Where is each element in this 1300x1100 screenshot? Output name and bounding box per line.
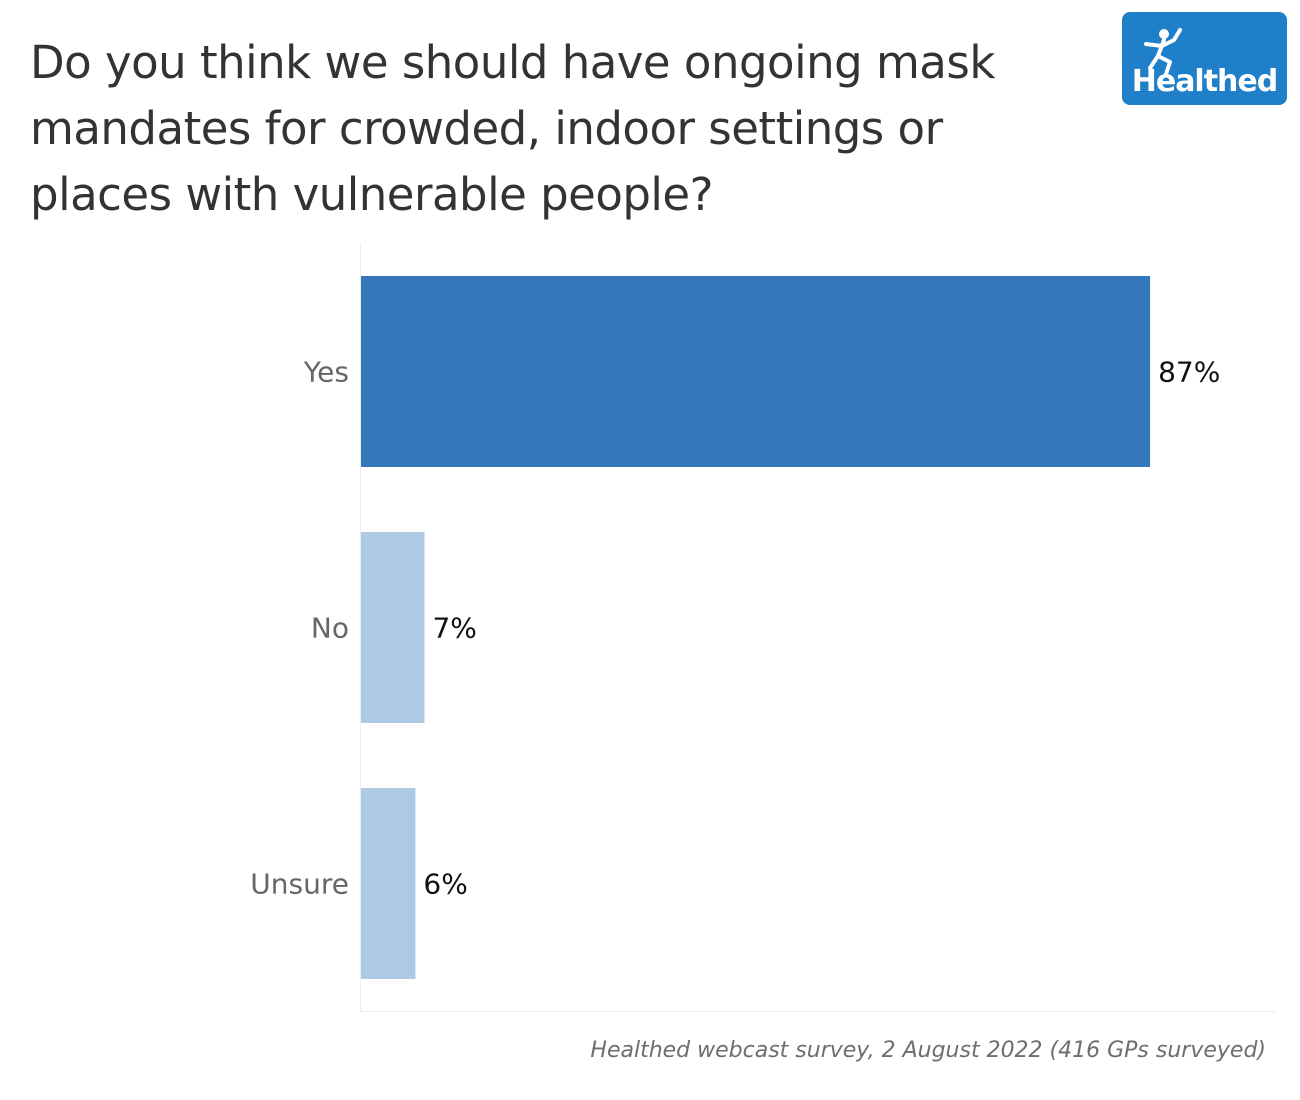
- value-label-no: 7%: [432, 612, 476, 645]
- category-label-no: No: [311, 612, 349, 645]
- value-label-unsure: 6%: [423, 868, 467, 901]
- chart-title: Do you think we should have ongoing mask…: [30, 36, 995, 221]
- chart-source-note: Healthed webcast survey, 2 August 2022 (…: [590, 1038, 1266, 1063]
- logo-text: Healthed: [1131, 64, 1279, 99]
- healthed-logo: Healthed: [1122, 12, 1287, 105]
- bar-unsure: [361, 788, 416, 979]
- bar-no: [361, 532, 425, 723]
- category-label-unsure: Unsure: [250, 868, 349, 901]
- bar-yes: [361, 276, 1151, 467]
- value-label-yes: 87%: [1158, 356, 1220, 389]
- category-label-yes: Yes: [303, 356, 349, 389]
- bars-group: Yes 87% No 7% Unsure 6%: [250, 276, 1220, 979]
- runner-figure-icon: [1144, 28, 1182, 76]
